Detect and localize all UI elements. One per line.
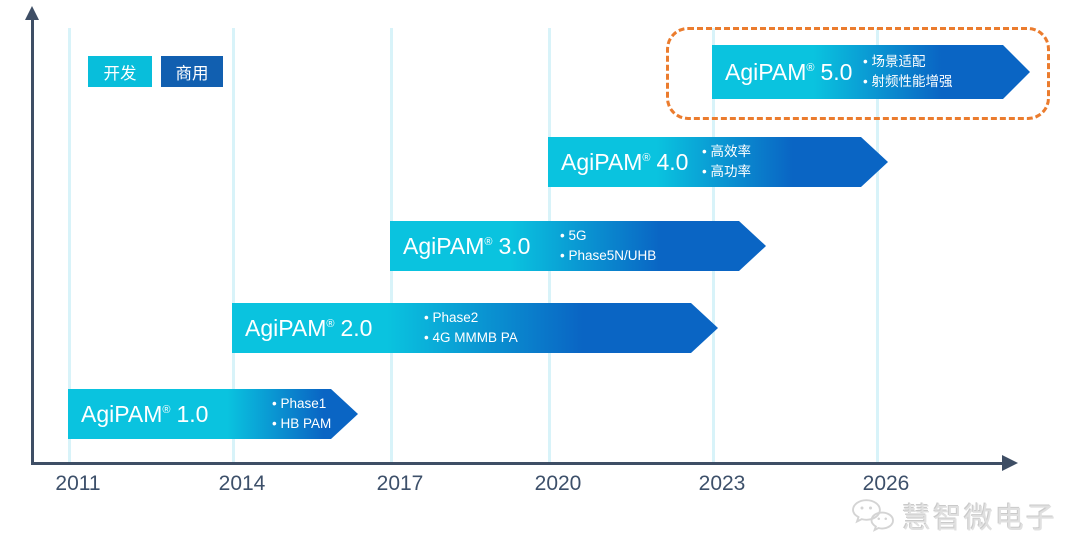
bullet-item: Phase5N/UHB xyxy=(560,246,656,266)
y-axis xyxy=(31,18,34,464)
x-axis-arrow-icon xyxy=(1002,455,1018,471)
registered-mark: ® xyxy=(326,317,335,330)
bar-title: AgiPAM® 5.0 xyxy=(725,58,853,85)
legend-develop: 开发 xyxy=(88,56,152,87)
highlight-dashed-box xyxy=(666,27,1050,120)
bullet-item: 4G MMMB PA xyxy=(424,328,518,348)
bullet-item: Phase1 xyxy=(272,394,331,414)
y-axis-arrow-icon xyxy=(25,6,39,20)
x-tick-2011: 2011 xyxy=(55,472,101,495)
gridline-2011 xyxy=(68,28,71,464)
bullet-item: 高功率 xyxy=(702,162,751,182)
bar-bullets: Phase1 HB PAM xyxy=(272,394,331,433)
registered-mark: ® xyxy=(642,151,651,164)
x-tick-2020: 2020 xyxy=(534,472,582,495)
bullet-item: HB PAM xyxy=(272,414,331,434)
bar-title: AgiPAM® 3.0 xyxy=(403,232,531,259)
gridline-2026 xyxy=(876,28,879,464)
registered-mark: ® xyxy=(806,61,815,74)
bar-bullets: 场景适配 射频性能增强 xyxy=(863,52,952,91)
bar-agipam-2.0: AgiPAM®2.0 Phase2 4G MMMB PA xyxy=(232,303,718,353)
bullet-item: 场景适配 xyxy=(863,52,952,72)
bar-title: AgiPAM® 1.0 xyxy=(81,400,209,427)
bullet-item: Phase2 xyxy=(424,308,518,328)
registered-mark: ® xyxy=(162,403,171,416)
bar-title: AgiPAM® 2.0 xyxy=(245,314,373,341)
bar-bullets: 5G Phase5N/UHB xyxy=(560,226,656,265)
registered-mark: ® xyxy=(484,235,493,248)
x-axis xyxy=(31,462,1004,465)
bar-title: AgiPAM® 4.0 xyxy=(561,148,689,175)
bullet-item: 射频性能增强 xyxy=(863,72,952,92)
bar-bullets: Phase2 4G MMMB PA xyxy=(424,308,518,347)
x-tick-2023: 2023 xyxy=(698,472,746,495)
bar-bullets: 高效率 高功率 xyxy=(702,142,751,181)
x-tick-2017: 2017 xyxy=(376,472,424,495)
x-tick-2014: 2014 xyxy=(218,472,266,495)
watermark: 慧智微电子 xyxy=(850,495,1057,537)
bar-agipam-3.0: AgiPAM®3.0 5G Phase5N/UHB xyxy=(390,221,766,271)
x-tick-2026: 2026 xyxy=(862,472,910,495)
wechat-icon xyxy=(852,499,894,532)
bullet-item: 高效率 xyxy=(702,142,751,162)
bar-agipam-5.0: AgiPAM®5.0 场景适配 射频性能增强 xyxy=(712,45,1030,99)
bullet-item: 5G xyxy=(560,226,656,246)
legend-commercial: 商用 xyxy=(161,56,223,87)
bar-agipam-4.0: AgiPAM®4.0 高效率 高功率 xyxy=(548,137,888,187)
gridline-2014 xyxy=(232,28,235,464)
bar-agipam-1.0: AgiPAM®1.0 Phase1 HB PAM xyxy=(68,389,358,439)
watermark-text: 慧智微电子 xyxy=(902,503,1058,535)
